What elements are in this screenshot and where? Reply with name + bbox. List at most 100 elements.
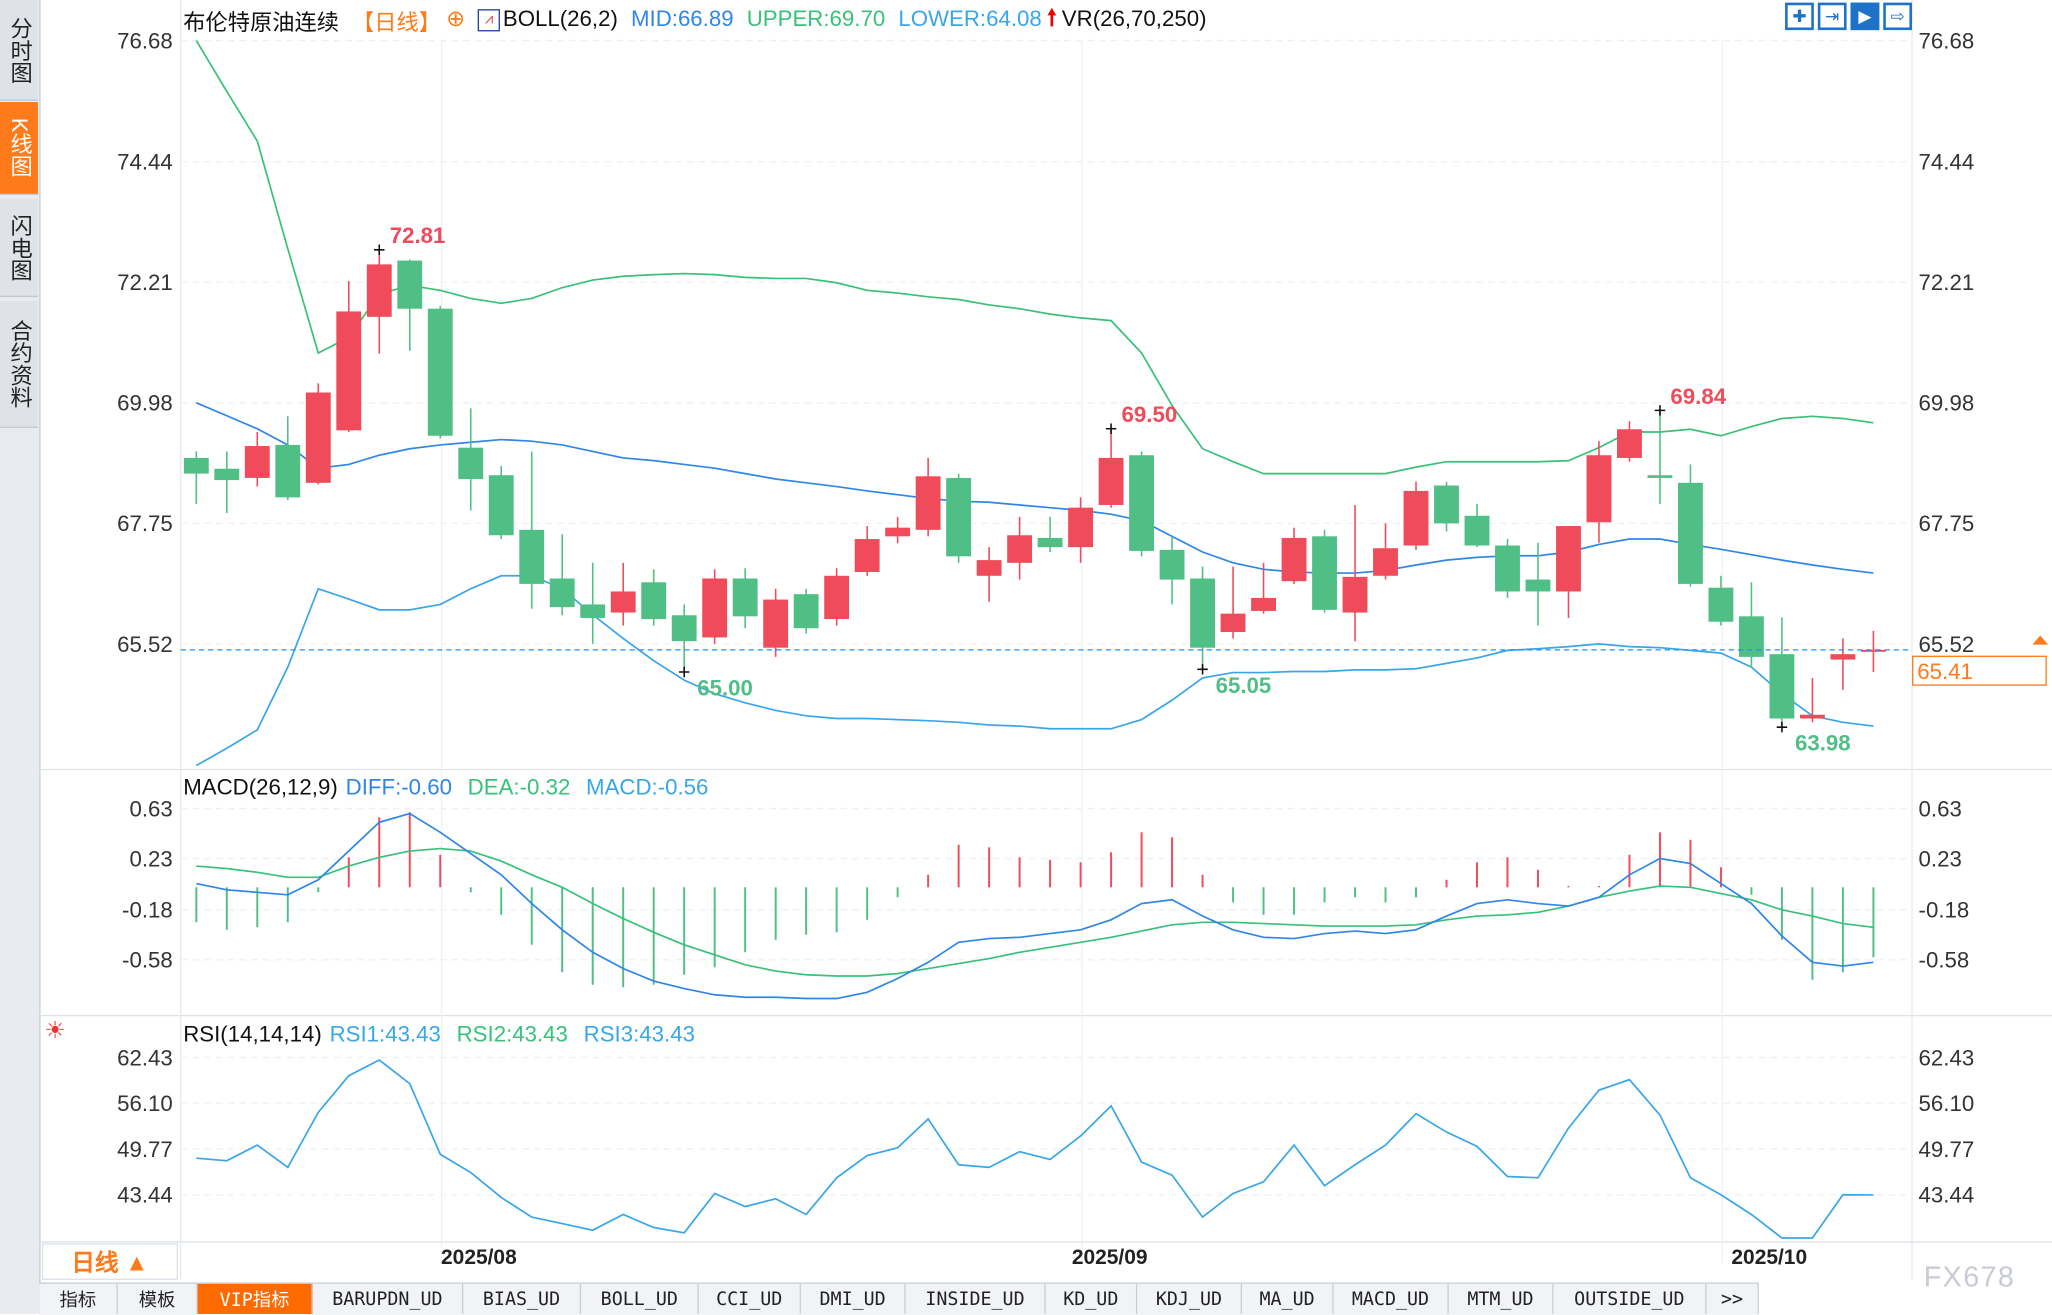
indicator-tab[interactable]: >> (1707, 1283, 1759, 1314)
candle-body (946, 477, 972, 557)
tab-label: 合约资料 (6, 319, 32, 409)
indicator-tab[interactable]: VIP指标 (197, 1283, 313, 1314)
candle-body (1556, 526, 1581, 592)
extreme-marker-icon (678, 666, 690, 678)
extreme-marker-icon (1105, 423, 1117, 434)
goto-end-icon[interactable]: ⇨ (1883, 2, 1913, 31)
extreme-marker-icon (1776, 721, 1788, 733)
candle-body (1617, 429, 1642, 458)
boll-lower-line (195, 574, 1874, 767)
axis-tick-left: 76.68 (117, 28, 173, 53)
axis-tick-right: 43.44 (1919, 1183, 1975, 1208)
candle-body (885, 527, 911, 537)
candle-body (1007, 535, 1033, 563)
axis-tick-right: 74.44 (1919, 150, 1975, 175)
indicator-tab[interactable]: MACD_UD (1334, 1283, 1449, 1314)
candle-body (1403, 490, 1429, 546)
tab-kline[interactable]: K线图 (0, 102, 38, 195)
candle-body (214, 468, 240, 481)
indicator-tab[interactable]: KDJ_UD (1137, 1283, 1242, 1314)
indicator-tab[interactable]: 指标 (39, 1283, 118, 1314)
candle-body (1068, 507, 1094, 548)
axis-tick-left: 56.10 (117, 1091, 173, 1116)
axis-tick-left: 65.52 (117, 632, 173, 657)
last-price-arrow-icon (2032, 635, 2049, 645)
boll-label: BOLL(26,2) (502, 6, 618, 32)
candle-body (1434, 485, 1459, 524)
candle-body (366, 264, 392, 317)
axis-tick-left: 69.98 (117, 391, 173, 416)
rsi-title: RSI(14,14,14) (183, 1022, 322, 1047)
tab-label: 分时图 (6, 16, 32, 84)
period-tag: 【日线】 (352, 9, 442, 35)
candle-body (732, 578, 758, 617)
indicator-tab[interactable]: MA_UD (1242, 1283, 1334, 1314)
period-selector[interactable]: 日线 ▲ (41, 1243, 178, 1280)
candle-body (1860, 649, 1886, 652)
candle-body (854, 539, 880, 573)
indicator-tabs: 指标 模板 VIP指标 BARUPDN_UD BIAS_UD BOLL_UD CCI_UD D… (39, 1282, 1759, 1315)
indicator-tab[interactable]: BOLL_UD (581, 1283, 699, 1314)
rsi-legend: RSI(14,14,14) RSI1:43.43 RSI2:43.43 RSI3… (183, 1022, 710, 1048)
low-price-label: 63.98 (1795, 731, 1851, 756)
extreme-marker-icon (1654, 405, 1666, 416)
axis-tick-right: 65.52 (1919, 632, 1975, 657)
boll-mid: MID:66.89 (630, 6, 734, 32)
settings-circle-icon[interactable]: ⊕ (446, 6, 465, 32)
indicator-tab[interactable]: KD_UD (1046, 1283, 1138, 1314)
indicator-tab[interactable]: MTM_UD (1449, 1283, 1554, 1314)
macd-value: MACD:-0.56 (586, 774, 709, 800)
indicator-tab[interactable]: 模板 (118, 1283, 198, 1314)
candle-body (671, 615, 697, 642)
rsi-settings-sun-icon[interactable]: ☀ (44, 1016, 66, 1044)
tab-flash[interactable]: 闪电图 (0, 198, 38, 298)
candle-body (976, 560, 1002, 576)
macd-dea-line (196, 847, 1874, 977)
candle-body (549, 578, 575, 608)
indicator-tab[interactable]: CCI_UD (699, 1283, 801, 1314)
extreme-marker-icon (374, 244, 385, 256)
candle-body (1678, 482, 1703, 584)
tab-label: K线图 (6, 118, 32, 178)
rsi-line (196, 1059, 1874, 1239)
rsi3-value: RSI3:43.43 (583, 1022, 695, 1047)
axis-tick-right: 76.68 (1919, 28, 1975, 53)
axis-tick-right: 67.75 (1919, 511, 1975, 536)
axis-tick-right: 0.23 (1919, 846, 1962, 871)
candle-body (1799, 714, 1825, 719)
indicator-tab[interactable]: BIAS_UD (463, 1283, 582, 1314)
axis-tick-left: 0.23 (129, 846, 172, 871)
candle-body (1312, 536, 1337, 610)
date-label: 2025/10 (1731, 1247, 1808, 1270)
rsi2-value: RSI2:43.43 (456, 1022, 568, 1047)
axis-tick-left: 43.44 (117, 1183, 173, 1208)
indicator-tab[interactable]: BARUPDN_UD (313, 1283, 464, 1314)
high-price-label: 69.50 (1122, 402, 1178, 427)
boll-indicator-icon[interactable]: ⩘ (478, 8, 501, 31)
candle-body (1281, 537, 1307, 582)
axis-tick-left: -0.58 (122, 948, 173, 973)
indicator-tab[interactable]: INSIDE_UD (906, 1283, 1046, 1314)
candle-body (1495, 545, 1520, 592)
date-label: 2025/09 (1071, 1247, 1148, 1270)
candle-body (397, 260, 423, 309)
crosshair-icon[interactable]: ✚ (1785, 2, 1814, 31)
indicator-tab[interactable]: OUTSIDE_UD (1553, 1283, 1707, 1314)
play-icon[interactable]: ▶ (1850, 2, 1880, 31)
boll-upper-line (195, 40, 1874, 475)
tab-contract-info[interactable]: 合约资料 (0, 301, 38, 428)
zoom-range-icon[interactable]: ⇥ (1817, 2, 1847, 31)
tab-time-share[interactable]: 分时图 (0, 0, 38, 101)
macd-diff: DIFF:-0.60 (345, 774, 452, 800)
macd-dea: DEA:-0.32 (467, 774, 571, 800)
candle-body (1098, 457, 1124, 505)
boll-upper: UPPER:69.70 (746, 6, 886, 32)
candle-body (1220, 613, 1246, 633)
candle-body (336, 311, 362, 431)
candle-body (305, 392, 331, 483)
view-tabs: 分时图 K线图 闪电图 合约资料 (0, 0, 41, 1314)
rsi1-value: RSI1:43.43 (329, 1022, 441, 1047)
macd-title: MACD(26,12,9) (183, 774, 338, 800)
indicator-tab[interactable]: DMI_UD (801, 1283, 906, 1314)
